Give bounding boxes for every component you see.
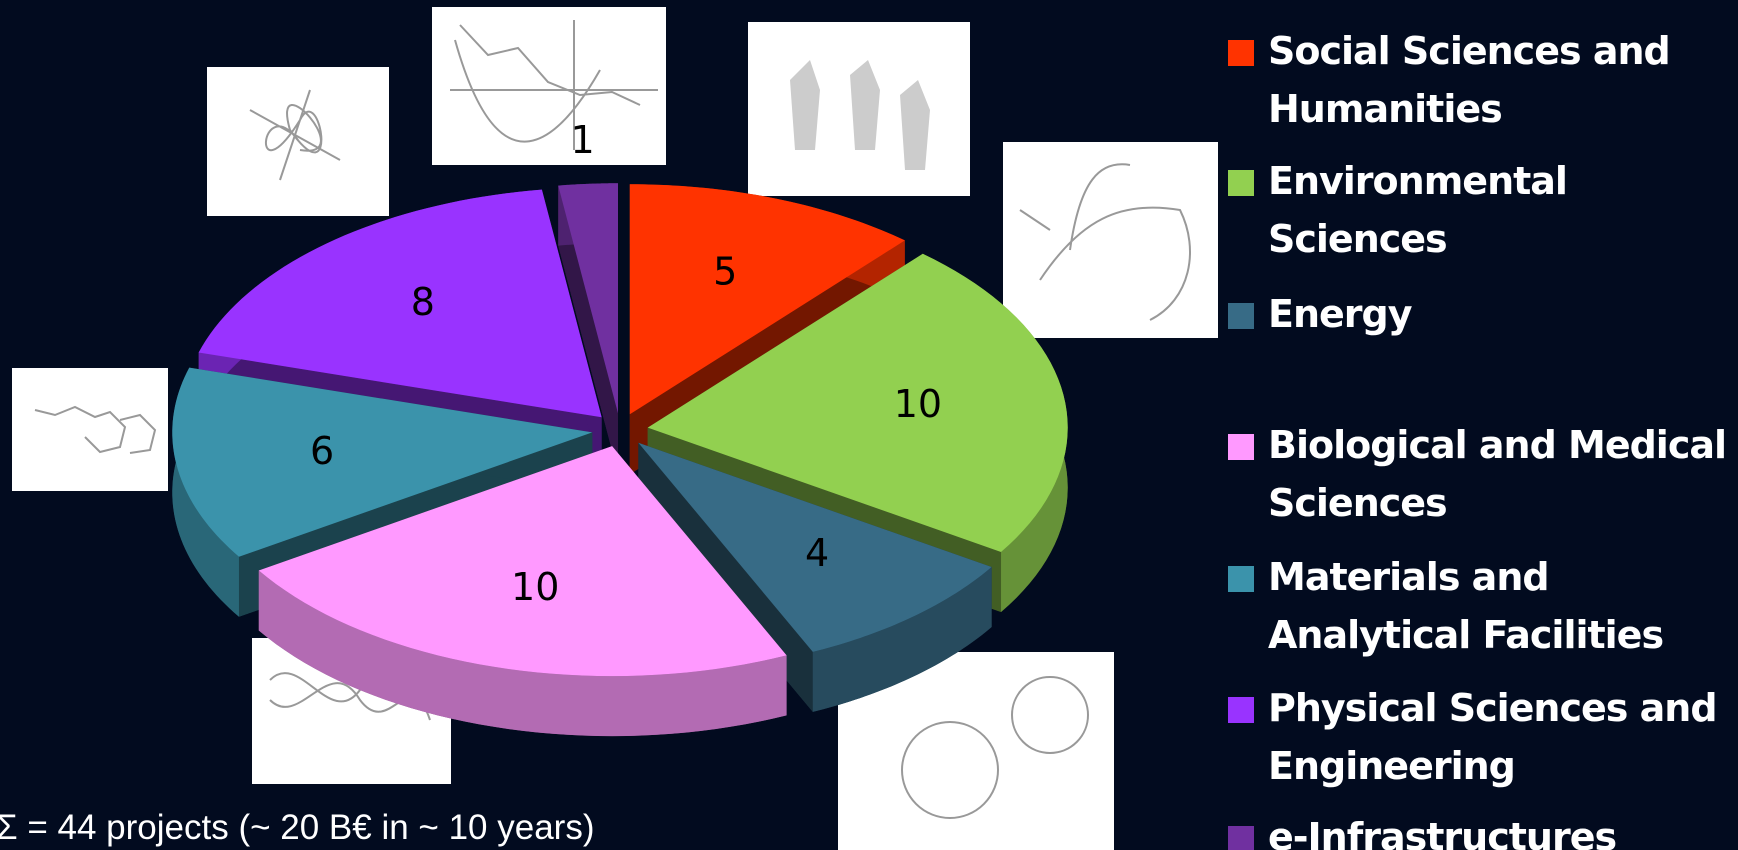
legend-label: Social Sciences and Humanities [1268,29,1671,131]
image-molecule [12,368,168,491]
value-label: 10 [894,382,942,426]
slice [258,446,787,677]
slice-side [258,570,787,737]
legend-label: Physical Sciences and Engineering [1268,686,1718,788]
value-label: 1 [571,118,595,162]
slice [638,442,992,652]
slice [172,367,593,557]
legend-item: e-Infrastructures [1228,808,1738,850]
legend-item: Materials and Analytical Facilities [1228,548,1738,664]
image-leaf [1003,142,1218,338]
legend-label: Biological and Medical Sciences [1268,423,1727,525]
value-label: 10 [511,565,559,609]
footnote: Σ = 44 projects (~ 20 B€ in ~ 10 years) [0,808,595,847]
legend-item: Biological and Medical Sciences [1228,416,1738,532]
legend-swatch [1228,697,1254,723]
slice-side [812,567,992,712]
legend-swatch [1228,170,1254,196]
legend-label: e-Infrastructures [1268,815,1617,850]
legend-item: Physical Sciences and Engineering [1228,679,1738,795]
legend-item: Energy [1228,285,1738,343]
value-label: 5 [713,250,737,294]
legend-swatch [1228,303,1254,329]
legend-item: Social Sciences and Humanities [1228,22,1738,138]
doodle [34,405,157,454]
slice [629,184,905,415]
legend-label: Environmental Sciences [1268,159,1568,261]
legend-swatch [1228,826,1254,850]
slice-side [172,367,239,617]
legend-label: Energy [1268,292,1413,336]
doodle [790,60,930,170]
legend-swatch [1228,566,1254,592]
decorative-images [12,7,1218,850]
doodle [901,721,999,819]
doodle [1019,163,1191,321]
slice-wall [558,185,619,474]
value-label: 4 [805,531,829,575]
doodle [1011,676,1089,754]
doodle [450,20,658,150]
legend-swatch [1228,40,1254,66]
slice [198,189,602,418]
legend-swatch [1228,434,1254,460]
doodle [249,89,341,181]
legend-label: Materials and Analytical Facilities [1268,555,1664,657]
slice [647,253,1068,552]
legend-item: Environmental Sciences [1228,152,1738,268]
pie [172,183,1068,737]
slice [558,183,619,414]
value-label: 6 [310,429,334,473]
image-graph [432,7,666,165]
value-label: 8 [411,280,435,324]
